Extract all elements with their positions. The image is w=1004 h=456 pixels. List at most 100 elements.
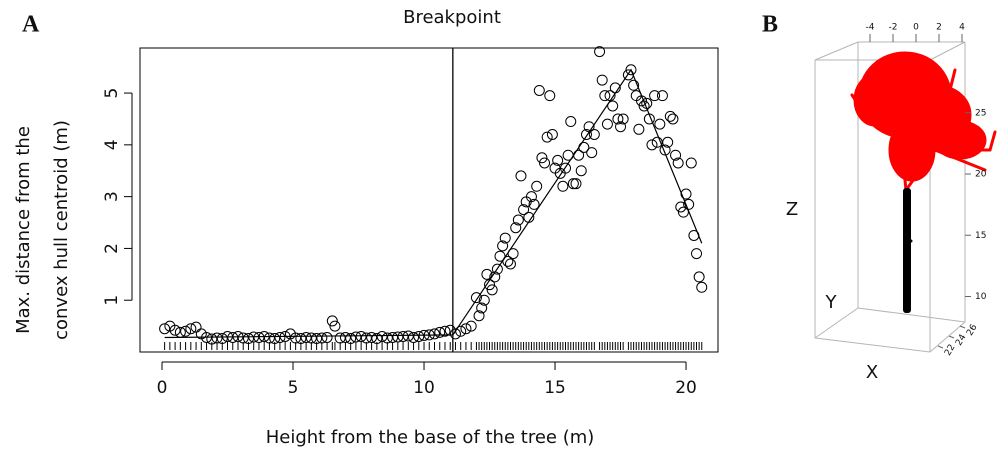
point [429,328,441,340]
point [693,271,705,283]
point [345,333,357,345]
x-tick-label: -4 [866,23,875,33]
y-tick-label: 4 [102,139,122,150]
point [316,332,328,344]
z-tick-label: 25 [975,108,986,118]
z-tick-label: 15 [975,231,986,241]
point [539,157,551,169]
x-tick-label: 2 [936,23,942,33]
x-tick-label: -2 [889,23,898,33]
point [499,232,511,244]
point [667,113,679,125]
point [434,326,446,338]
point [680,188,692,200]
y-tick-label: 2 [102,243,122,254]
point [413,330,425,342]
point [371,333,383,345]
point [601,118,613,130]
point [646,139,658,151]
point [397,330,409,342]
point [211,332,223,344]
point [491,263,503,275]
point [575,165,587,177]
y-tick-label: 3 [102,191,122,202]
point [190,321,202,333]
point [274,331,286,343]
point [675,201,687,213]
point [531,180,543,192]
point [300,331,312,343]
x-tick-label: 15 [544,378,566,398]
y-axis-label: Y [825,292,838,313]
point [366,331,378,343]
point [387,331,399,343]
point [533,84,545,96]
y-tick-label: 26 [965,323,980,338]
point [628,79,640,91]
x-tick-label: 10 [413,378,435,398]
y-tick-label: 5 [102,88,122,99]
point [242,333,254,345]
point [295,333,307,345]
y-axis-label: convex hull centroid (m) [51,120,72,340]
point [237,332,249,344]
z-tick-label: 10 [975,292,987,302]
point [355,330,367,342]
point [536,152,548,164]
y-tick-label: 22 [943,343,957,358]
point [216,333,228,345]
point [465,320,477,332]
x-axis-label: Height from the base of the tree (m) [266,427,595,448]
chart-title: Breakpoint [403,7,501,28]
point [670,149,682,161]
point [691,248,703,260]
point [672,157,684,169]
point [470,292,482,304]
point [510,222,522,234]
z-axis-label: Z [786,199,798,220]
point [269,333,281,345]
y-axis-label: Max. distance from the [13,126,34,334]
panel-label: B [762,12,778,38]
point [633,123,645,135]
point [381,332,393,344]
point [478,294,490,306]
point [654,118,666,130]
x-tick-label: 0 [157,378,168,398]
point [481,268,493,280]
point [321,331,333,343]
fit-line [164,68,703,339]
point [376,330,388,342]
point [311,333,323,345]
point [185,323,197,335]
point [659,144,671,156]
x-tick-label: 0 [913,23,919,33]
point [612,113,624,125]
x-tick-label: 20 [675,378,697,398]
point [586,147,598,159]
point [664,110,676,122]
point [677,206,689,218]
point [656,90,668,102]
tree-crown [850,51,997,192]
point [696,281,708,293]
point [460,323,472,335]
point [326,315,338,327]
point [685,157,697,169]
point [339,331,351,343]
y-tick [948,335,955,339]
point [557,180,569,192]
point [544,90,556,102]
point [159,323,171,335]
point [580,128,592,140]
point [625,64,637,76]
y-tick-label: 24 [954,333,969,348]
point [476,302,488,314]
point [567,178,579,190]
point [541,131,553,143]
point [594,46,606,58]
tree-trunk [903,188,911,313]
point [206,333,218,345]
point [599,90,611,102]
y-tick-label: 1 [102,295,122,306]
